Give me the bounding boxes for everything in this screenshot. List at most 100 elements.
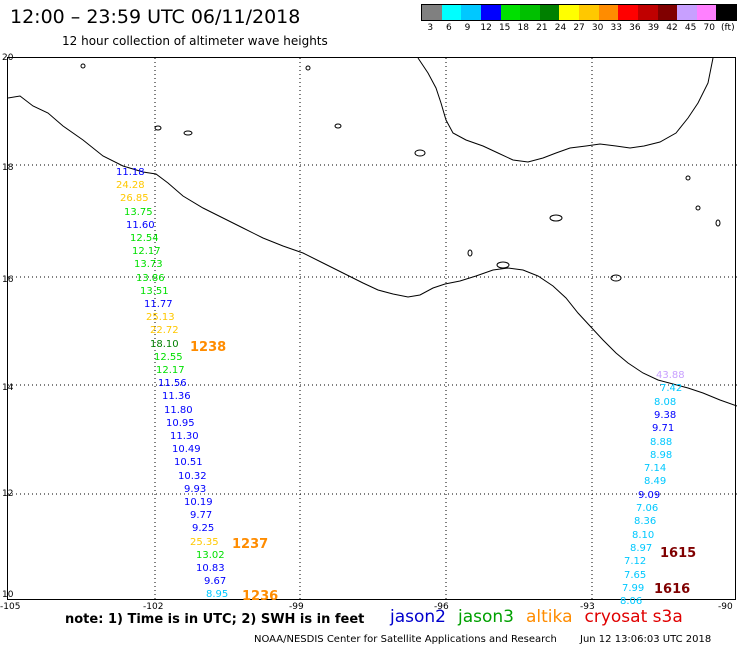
islands-and-lakes	[80, 63, 721, 282]
wave-height-label: 10.51	[174, 457, 203, 469]
wave-height-label: 10.83	[196, 563, 225, 574]
legend-swatch	[461, 5, 481, 20]
wave-height-label: 9.71	[652, 423, 675, 435]
wave-height-label: 13.75	[124, 206, 153, 218]
wave-height-label: 12.17	[132, 246, 161, 258]
legend-labels: 3 6 9 12 15 18 21 24 27 30 33 36 39 42 45 70 (ft)	[421, 23, 737, 33]
legend-swatch	[539, 5, 560, 20]
legend-swatch	[657, 5, 678, 20]
credit-line: NOAA/NESDIS Center for Satellite Applica…	[254, 634, 557, 645]
wave-height-label: 11.80	[164, 404, 193, 416]
wave-height-label: 13.51	[140, 285, 169, 297]
legend-swatch	[696, 5, 717, 20]
wave-height-label: 8.98	[650, 449, 673, 461]
wave-height-label: 13.86	[136, 272, 165, 284]
wave-height-label: 7.99	[622, 582, 645, 594]
lon-label-99w: -99	[289, 602, 304, 612]
wave-height-label: 43.88	[656, 370, 685, 381]
wave-height-label: 13.73	[134, 259, 163, 271]
wave-height-label: 24.28	[116, 180, 145, 192]
cycle-label-1615: 1615	[660, 546, 697, 561]
legend-swatch	[480, 5, 501, 20]
wave-height-label: 13.02	[196, 549, 225, 561]
wave-height-label: 18.10	[150, 338, 179, 350]
generated-timestamp: Jun 12 13:06:03 UTC 2018	[580, 634, 712, 645]
legend-label: (ft)	[721, 23, 735, 33]
lat-label-12: 12	[2, 489, 14, 499]
legend-label: 33	[610, 23, 622, 33]
legend-label: 9	[464, 23, 471, 33]
legend-label: 45	[684, 23, 697, 33]
wave-height-label: 9.38	[654, 409, 677, 421]
satellite-jason2: jason2	[390, 607, 446, 627]
legend-swatch	[579, 5, 599, 20]
legend-swatch	[716, 5, 736, 20]
lat-label-14: 14	[2, 383, 14, 393]
wave-height-label: 9.67	[204, 576, 227, 588]
wave-height-label: 25.35	[190, 536, 219, 548]
legend-swatch	[500, 5, 521, 20]
legend-label: 18	[517, 23, 529, 33]
wave-height-label: 7.65	[624, 569, 647, 581]
wave-height-label: 25.13	[146, 312, 175, 324]
legend-label: 12	[480, 23, 492, 33]
legend-label: 24	[554, 23, 567, 33]
wave-height-label: 9.77	[190, 510, 213, 522]
lon-label-105w: -105	[0, 602, 21, 612]
map-plot-area	[7, 57, 737, 601]
lat-label-18: 18	[2, 163, 14, 173]
wave-height-label: 8.97	[630, 542, 653, 554]
legend-swatch	[677, 5, 697, 20]
legend-label: 42	[666, 23, 678, 33]
legend-swatch	[598, 5, 619, 20]
lon-label-90w: -90	[718, 602, 733, 612]
wave-height-color-legend: 3 6 9 12 15 18 21 24 27 30 33 36 39 42 45 70 (ft)	[421, 4, 737, 36]
wave-height-label: 8.06	[620, 596, 643, 608]
wave-height-label: 9.93	[184, 483, 207, 495]
wave-height-label: 12.54	[130, 233, 159, 244]
legend-swatch	[618, 5, 638, 20]
wave-height-label: 7.42	[660, 383, 683, 395]
legend-label: 3	[427, 23, 434, 33]
wave-height-label: 11.60	[126, 219, 155, 231]
wave-height-label: 12.17	[156, 365, 185, 376]
legend-label: 36	[629, 23, 641, 33]
lat-label-10: 10	[2, 590, 14, 600]
wave-height-label: 7.14	[644, 463, 667, 475]
map-subtitle: 12 hour collection of altimeter wave hei…	[62, 34, 328, 48]
wave-height-label: 10.19	[184, 497, 213, 508]
lon-label-93w: -93	[580, 602, 595, 612]
legend-label: 30	[591, 23, 604, 33]
cycle-label-1237: 1237	[232, 537, 269, 552]
coastline-map	[8, 58, 737, 601]
wave-height-label: 8.36	[634, 516, 657, 528]
wave-height-label: 26.85	[120, 193, 149, 205]
lon-label-96w: -96	[434, 602, 449, 612]
wave-height-label: 7.12	[624, 556, 647, 568]
legend-swatch	[422, 5, 442, 20]
wave-height-label: 11.36	[162, 391, 191, 403]
wave-height-label: 22.72	[150, 325, 179, 337]
lat-label-20: 20	[2, 53, 14, 63]
cycle-label-1236: 1236	[242, 589, 279, 604]
legend-label: 15	[498, 23, 511, 33]
lon-label-102w: -102	[143, 602, 164, 612]
legend-swatch	[637, 5, 658, 20]
wave-height-label: 10.49	[172, 444, 201, 456]
satellite-cryosat-s3a: cryosat s3a	[584, 607, 683, 627]
wave-height-label: 12.55	[154, 351, 183, 363]
legend-label: 70	[703, 23, 715, 33]
wave-height-label: 8.08	[654, 396, 677, 408]
map-title: 12:00 – 23:59 UTC 06/11/2018	[10, 6, 301, 28]
wave-height-label: 9.25	[192, 523, 215, 535]
wave-height-label: 11.56	[158, 378, 187, 390]
legend-label: 39	[647, 23, 660, 33]
wave-height-label: 8.95	[206, 589, 229, 601]
legend-swatch	[559, 5, 579, 20]
footnote: note: 1) Time is in UTC; 2) SWH is in fe…	[65, 612, 365, 627]
cycle-label-1238: 1238	[190, 340, 227, 355]
cycle-label-1616: 1616	[654, 582, 691, 597]
wave-height-label: 10.95	[166, 417, 195, 429]
satellite-legend: jason2 jason3 altika cryosat s3a	[390, 607, 695, 627]
legend-label: 21	[536, 23, 548, 33]
